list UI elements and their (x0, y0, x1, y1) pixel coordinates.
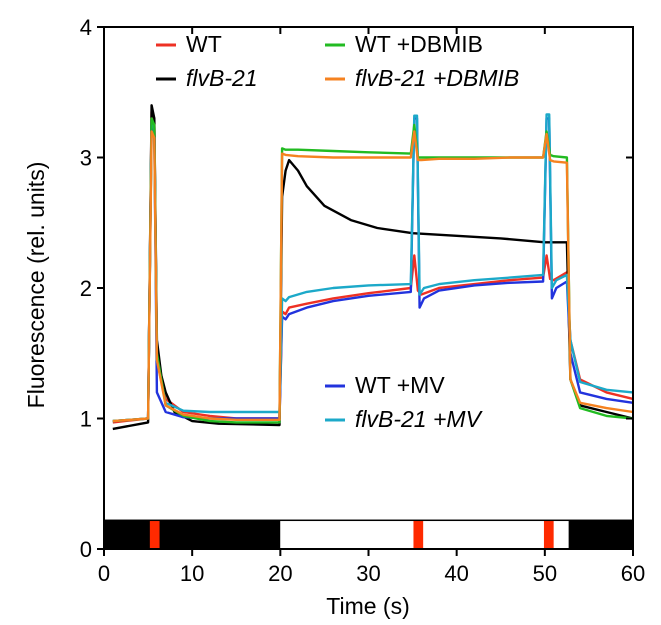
y-axis-label: Fluorescence (rel. units) (23, 162, 49, 409)
legend-label-part: WT (186, 31, 222, 57)
saturating-pulse-marker-0 (149, 520, 160, 549)
y-tick-label: 4 (80, 15, 92, 40)
series-line-flvb-21 (112, 104, 634, 431)
y-tick-label: 1 (80, 407, 92, 432)
legend: WT flvB-21 WT +DBMIB flvB-21 +DBMIB WT +MV fl… (156, 31, 519, 432)
x-tick-label: 60 (621, 561, 645, 586)
plot-frame (103, 26, 634, 550)
legend-label: WT (186, 31, 222, 57)
light-bar-segment-2 (568, 520, 633, 549)
x-tick-label: 30 (356, 561, 380, 586)
axes: 0 10 20 30 40 50 60 0 1 2 3 4 (80, 15, 645, 586)
series-layer (112, 104, 634, 431)
light-bar-segment-1 (280, 520, 569, 549)
x-tick-label: 50 (533, 561, 557, 586)
light-bar (103, 519, 634, 550)
x-tick-label: 10 (180, 561, 204, 586)
y-tick-label: 3 (80, 146, 92, 171)
legend-label: flvB-21 +MV (355, 406, 484, 432)
legend-label: WT +DBMIB (355, 31, 483, 57)
legend-label-part: flvB-21 (186, 65, 258, 91)
legend-label-part: WT +MV (355, 372, 445, 398)
saturating-pulse-marker-2 (543, 520, 554, 549)
light-bar-segment-0 (104, 520, 281, 549)
x-tick-label: 40 (444, 561, 468, 586)
legend-label: flvB-21 (186, 65, 258, 91)
legend-label-part: flvB-21 + (355, 406, 446, 432)
y-tick-label: 0 (80, 537, 92, 562)
x-tick-label: 20 (268, 561, 292, 586)
legend-label-part: flvB-21 +DBMIB (355, 65, 519, 91)
legend-label: flvB-21 +DBMIB (355, 65, 519, 91)
legend-label-part: WT +DBMIB (355, 31, 483, 57)
series-line-flvb-21-mv (112, 113, 634, 423)
x-axis-label: Time (s) (326, 593, 409, 619)
series-line-flvb-21-dbmib (112, 130, 634, 423)
legend-label-part: MV (446, 406, 483, 432)
x-tick-label: 0 (98, 561, 110, 586)
legend-label: WT +MV (355, 372, 445, 398)
saturating-pulse-marker-1 (413, 520, 424, 549)
y-tick-label: 2 (80, 276, 92, 301)
